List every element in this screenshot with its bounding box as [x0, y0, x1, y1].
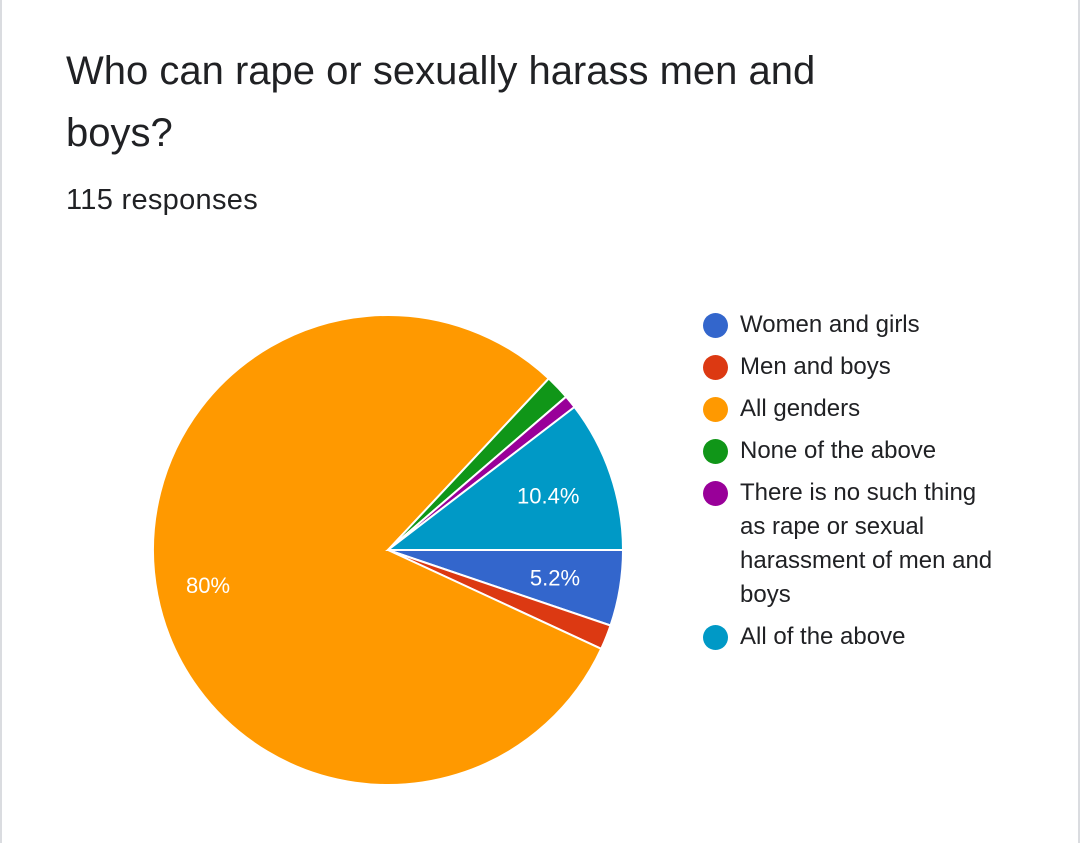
slice-label-5: 10.4% — [517, 484, 579, 509]
legend-item-0: Women and girls — [703, 308, 1003, 342]
chart-legend: Women and girls Men and boys All genders No… — [703, 308, 1003, 662]
slice-label-0: 5.2% — [530, 566, 580, 591]
legend-label: None of the above — [740, 437, 937, 464]
legend-item-2: All genders — [703, 392, 1003, 426]
chart-title: Who can rape or sexually harass men and … — [66, 49, 816, 155]
legend-swatch-icon — [703, 625, 728, 650]
pie-slice-5 — [385, 405, 625, 551]
legend-swatch-icon — [703, 481, 728, 506]
response-count: 115 responses — [66, 184, 258, 216]
chart-card: Who can rape or sexually harass men and … — [66, 0, 1026, 843]
legend-item-1: Men and boys — [703, 350, 1003, 384]
legend-label: There is no such thing as rape or sexual… — [740, 479, 993, 608]
legend-item-5: All of the above — [703, 620, 1003, 654]
slice-label-2: 80% — [186, 573, 230, 598]
legend-swatch-icon — [703, 439, 728, 464]
legend-label: Women and girls — [740, 311, 920, 338]
legend-label: Men and boys — [740, 353, 891, 380]
legend-swatch-icon — [703, 397, 728, 422]
frame-right-edge — [1078, 0, 1080, 843]
pie-slice-2 — [152, 314, 603, 787]
legend-swatch-icon — [703, 313, 728, 338]
legend-label: All of the above — [740, 623, 906, 650]
legend-item-4: There is no such thing as rape or sexual… — [703, 476, 1003, 612]
legend-swatch-icon — [703, 355, 728, 380]
legend-item-3: None of the above — [703, 434, 1003, 468]
frame-left-edge — [0, 0, 2, 843]
legend-label: All genders — [740, 395, 861, 422]
